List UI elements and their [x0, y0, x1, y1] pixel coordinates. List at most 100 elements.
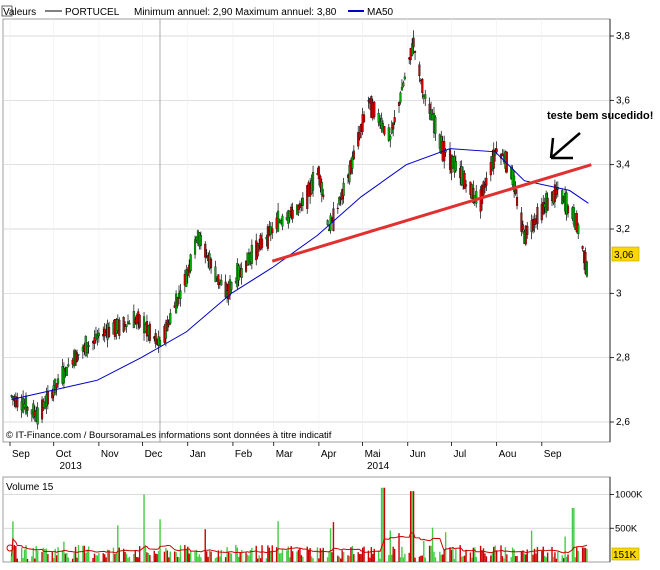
- volume-bar: [175, 552, 177, 562]
- volume-bar: [363, 546, 365, 562]
- volume-bar: [462, 556, 464, 562]
- volume-bar: [331, 552, 333, 562]
- volume-bar: [95, 555, 97, 562]
- volume-bar: [71, 558, 74, 562]
- volume-bar: [82, 545, 84, 562]
- volume-bar: [379, 558, 381, 562]
- candle-body: [495, 148, 498, 153]
- volume-bar: [87, 546, 90, 562]
- volume-bar: [503, 558, 505, 562]
- volume-bar: [511, 547, 514, 562]
- candle-body: [96, 335, 99, 339]
- candle-body: [250, 244, 253, 264]
- volume-bar: [370, 547, 373, 562]
- candle-body: [566, 205, 570, 214]
- volume-bar: [270, 551, 272, 562]
- candle-body: [179, 290, 182, 299]
- volume-bar: [391, 554, 393, 562]
- volume-bar: [280, 553, 282, 562]
- annotation-arrow-icon: [549, 132, 581, 160]
- volume-bar: [411, 491, 413, 562]
- candle-body: [357, 132, 360, 147]
- volume-bar: [159, 519, 161, 562]
- volume-bar: [506, 554, 508, 562]
- volume-bar: [460, 556, 463, 562]
- volume-bar: [423, 540, 425, 562]
- candle-body: [361, 114, 364, 132]
- volume-bar: [583, 547, 585, 562]
- month-grid: [9, 19, 543, 442]
- volume-bar: [491, 551, 493, 562]
- volume-bar: [520, 551, 523, 562]
- volume-bar: [194, 551, 196, 562]
- candle-body: [454, 161, 457, 171]
- volume-bar: [278, 553, 281, 562]
- volume-bar: [45, 548, 48, 562]
- volume-bar: [530, 530, 533, 562]
- volume-bar: [329, 528, 332, 562]
- candle-body: [271, 228, 274, 234]
- candle-body: [256, 243, 259, 257]
- volume-bar: [127, 557, 129, 562]
- price-y-axis: 2,6 2,8 3 3,2 3,4 3,6 3,8: [609, 19, 630, 442]
- volume-bar: [77, 544, 80, 562]
- valeurs-label: Valeurs: [3, 7, 36, 18]
- volume-bar: [208, 550, 211, 562]
- volume-bar: [443, 549, 445, 562]
- volume-bar: [463, 555, 466, 562]
- candle-body: [336, 207, 339, 209]
- volume-bar: [226, 547, 228, 562]
- candle-body: [387, 127, 390, 141]
- volume-bar: [281, 549, 284, 562]
- volume-y-axis: 500K 1000K: [609, 477, 643, 562]
- volume-bar: [402, 557, 405, 562]
- volume-bar: [337, 555, 339, 562]
- candle-body: [542, 202, 545, 214]
- volume-panel-frame: [2, 476, 611, 563]
- volume-bar: [510, 557, 512, 562]
- volume-bar: [494, 545, 496, 562]
- volume-bar: [178, 557, 180, 562]
- volume-bar: [299, 548, 301, 562]
- volume-bar: [545, 557, 547, 562]
- volume-bar: [240, 549, 243, 562]
- volume-bar: [431, 527, 434, 562]
- volume-bar: [168, 557, 170, 562]
- volume-bar: [302, 556, 304, 562]
- volume-bar: [26, 558, 29, 562]
- ma50-line: [11, 148, 589, 400]
- volume-bar: [13, 544, 16, 562]
- volume-bar: [536, 547, 539, 562]
- candle-body: [485, 177, 488, 186]
- volume-bar: [369, 557, 371, 562]
- candle-body: [320, 181, 323, 196]
- volume-bar: [338, 556, 340, 562]
- volume-bar: [267, 545, 269, 562]
- candle-body: [77, 354, 80, 356]
- candle-body: [26, 407, 29, 411]
- candle-body: [520, 212, 523, 232]
- volume-bar: [514, 556, 517, 562]
- volume-bar: [249, 549, 252, 562]
- month-tick-label: Dec: [145, 449, 163, 460]
- month-tick-label: Jan: [190, 449, 206, 460]
- volume-bar: [122, 548, 125, 562]
- volume-bar: [83, 545, 86, 562]
- candle-body: [358, 132, 361, 139]
- candle-body: [103, 328, 106, 337]
- volume-bar: [360, 553, 362, 562]
- candle-body: [16, 397, 19, 408]
- volume-bar: [146, 552, 148, 562]
- volume-bar: [318, 558, 320, 562]
- candle-body: [524, 225, 527, 245]
- volume-bar: [567, 554, 569, 562]
- candle-body: [521, 224, 524, 230]
- volume-bar: [434, 557, 437, 562]
- candle-body: [230, 282, 233, 290]
- month-tick-label: Mar: [276, 449, 294, 460]
- volume-bar: [551, 546, 553, 562]
- volume-bar: [117, 525, 119, 562]
- candle-body: [36, 407, 39, 425]
- volume-bar: [565, 556, 568, 562]
- volume-bar: [189, 550, 192, 562]
